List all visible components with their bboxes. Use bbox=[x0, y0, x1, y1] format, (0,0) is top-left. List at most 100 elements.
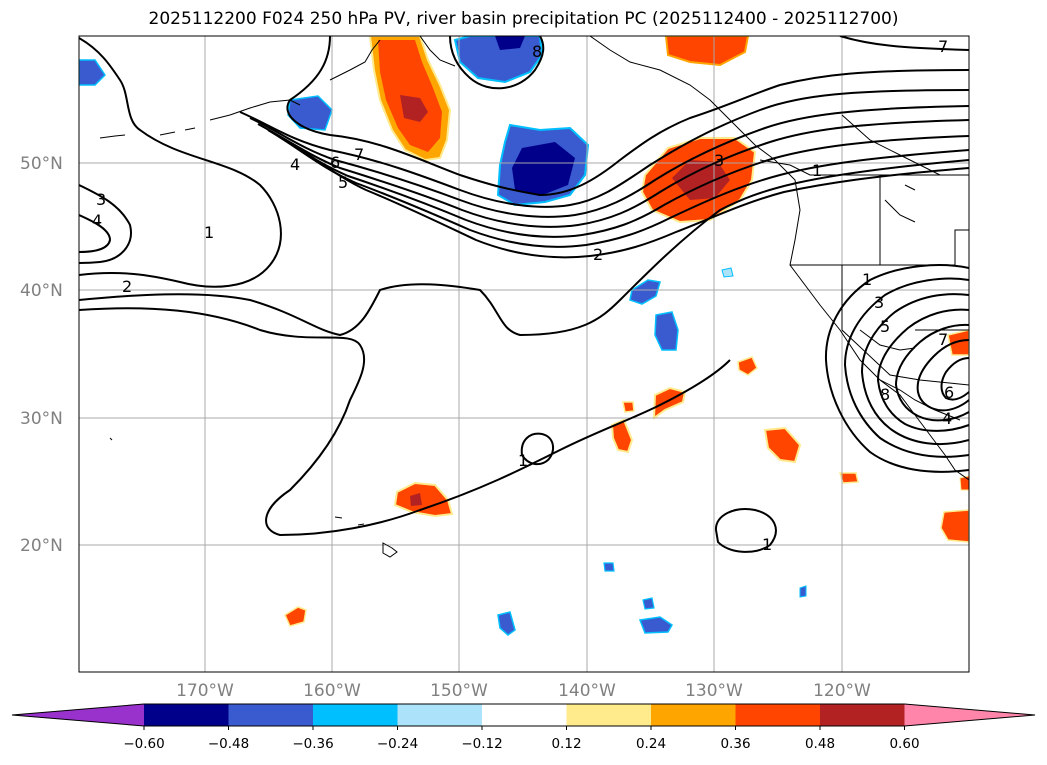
contour-2-north bbox=[239, 89, 969, 208]
contour-small-2 bbox=[714, 508, 777, 553]
contour-small-1 bbox=[520, 432, 555, 466]
contour-1-north bbox=[286, 36, 969, 197]
precip-positive-small-5 bbox=[763, 426, 802, 464]
contour-cutoff-1 bbox=[824, 264, 969, 473]
colorbar-segment bbox=[228, 704, 313, 726]
colorbar-extend-max bbox=[904, 704, 1035, 726]
contour-label: 1 bbox=[518, 451, 528, 470]
contour-cutoff-7 bbox=[940, 357, 969, 401]
chart-title: 2025112200 F024 250 hPa PV, river basin … bbox=[148, 9, 899, 29]
contour-4-left bbox=[79, 214, 112, 253]
colorbar-extend-min bbox=[12, 704, 144, 726]
colorbar-segment bbox=[482, 704, 567, 726]
contour-label: 5 bbox=[338, 173, 348, 192]
contour-label: 8 bbox=[880, 385, 890, 404]
colorbar-tick-label: −0.24 bbox=[377, 736, 418, 752]
map-frame bbox=[78, 35, 970, 673]
contour-7-ne bbox=[839, 36, 969, 51]
contour-3-north bbox=[249, 105, 969, 218]
precip-negative-small-7 bbox=[721, 267, 734, 278]
colorbar-segment bbox=[566, 704, 651, 726]
precip-negative-small-4 bbox=[497, 611, 516, 636]
contour-label: 2 bbox=[122, 277, 132, 296]
precip-positive-pnw-core bbox=[672, 160, 730, 200]
map-content: 4 3 1 2 4 6 5 7 8 7 3 1 2 1 3 5 7 6 4 8 … bbox=[79, 36, 969, 672]
contour-label: 4 bbox=[290, 155, 300, 174]
precip-positive-small-2 bbox=[610, 418, 634, 454]
contour-label: 1 bbox=[812, 161, 822, 180]
colorbar-tick-label: 0.60 bbox=[889, 736, 919, 752]
precip-negative-small-2 bbox=[654, 311, 679, 351]
colorbar-tick-label: 0.12 bbox=[551, 736, 581, 752]
contour-label: 8 bbox=[532, 42, 542, 61]
contour-8-north bbox=[449, 36, 545, 90]
lat-label: 40°N bbox=[20, 281, 63, 301]
colorbar-segment bbox=[144, 704, 229, 726]
precip-negative-gulf-north-core bbox=[495, 36, 525, 50]
pv-contours bbox=[79, 36, 969, 553]
contour-label: 4 bbox=[92, 211, 102, 230]
contour-1-south bbox=[79, 37, 282, 288]
precip-anomalies bbox=[79, 36, 969, 636]
precip-negative-small-5 bbox=[642, 597, 655, 610]
contour-label: 7 bbox=[938, 330, 948, 349]
colorbar-segment bbox=[313, 704, 398, 726]
contour-label: 1 bbox=[204, 223, 214, 242]
precip-negative-small-3 bbox=[638, 616, 673, 634]
colorbar-segment bbox=[820, 704, 905, 726]
lat-label: 30°N bbox=[20, 409, 63, 429]
lat-label: 50°N bbox=[20, 154, 63, 174]
contour-cutoff-3 bbox=[860, 293, 969, 446]
contour-6-north bbox=[277, 135, 969, 248]
contour-label: 6 bbox=[330, 153, 340, 172]
colorbar-tick-label: −0.60 bbox=[123, 736, 164, 752]
contour-labels: 4 3 1 2 4 6 5 7 8 7 3 1 2 1 3 5 7 6 4 8 … bbox=[92, 37, 954, 554]
precip-negative-small-1 bbox=[629, 279, 661, 305]
colorbar-tick-label: 0.24 bbox=[636, 736, 666, 752]
colorbar-tick-label: −0.36 bbox=[292, 736, 333, 752]
contour-label: 7 bbox=[938, 37, 948, 56]
colorbar-tick-label: 0.36 bbox=[720, 736, 750, 752]
contour-3-left bbox=[79, 184, 132, 264]
contour-2-west bbox=[79, 159, 969, 337]
precip-negative-small-8 bbox=[799, 585, 807, 598]
lon-label: 140°W bbox=[558, 681, 616, 701]
precip-negative-small-6 bbox=[603, 562, 615, 572]
precip-positive-hawaii bbox=[393, 481, 454, 518]
lon-label: 150°W bbox=[430, 681, 488, 701]
contour-cutoff-6 bbox=[916, 339, 969, 412]
contour-1-big bbox=[79, 307, 731, 537]
precip-negative-gulf-north bbox=[453, 36, 544, 84]
colorbar-segment bbox=[735, 704, 820, 726]
contour-4-north bbox=[257, 119, 969, 228]
precip-positive-bc-coast bbox=[664, 36, 750, 67]
precip-positive-socal bbox=[947, 329, 969, 356]
lon-label: 170°W bbox=[176, 681, 234, 701]
precip-negative-gulf-core bbox=[512, 142, 575, 196]
contour-label: 2 bbox=[593, 245, 603, 264]
contour-label: 5 bbox=[880, 317, 890, 336]
colorbar-segment bbox=[397, 704, 482, 726]
contour-label: 1 bbox=[862, 270, 872, 289]
contour-label: 1 bbox=[762, 535, 772, 554]
lat-label: 20°N bbox=[20, 536, 63, 556]
contour-7-north bbox=[287, 141, 969, 259]
gridlines bbox=[79, 36, 969, 672]
contour-cutoff-4 bbox=[876, 308, 969, 432]
precip-positive-baja bbox=[959, 475, 969, 491]
colorbar-tick-label: −0.12 bbox=[461, 736, 502, 752]
colorbar: −0.60 −0.48 −0.36 −0.24 −0.12 0.12 0.24 … bbox=[11, 703, 1036, 752]
precip-positive-small-4 bbox=[737, 356, 758, 376]
contour-label: 3 bbox=[714, 151, 724, 170]
contour-label: 7 bbox=[354, 145, 364, 164]
colorbar-tick-label: 0.48 bbox=[805, 736, 835, 752]
colorbar-tick-label: −0.48 bbox=[208, 736, 249, 752]
precip-positive-alaska-core bbox=[378, 40, 442, 152]
precip-positive-hawaii-core bbox=[410, 493, 422, 506]
contour-label: 4 bbox=[942, 409, 952, 428]
colorbar-segment bbox=[651, 704, 736, 726]
lon-label: 160°W bbox=[303, 681, 361, 701]
lon-labels: 170°W 160°W 150°W 140°W 130°W 120°W bbox=[176, 681, 871, 701]
contour-label: 3 bbox=[874, 293, 884, 312]
